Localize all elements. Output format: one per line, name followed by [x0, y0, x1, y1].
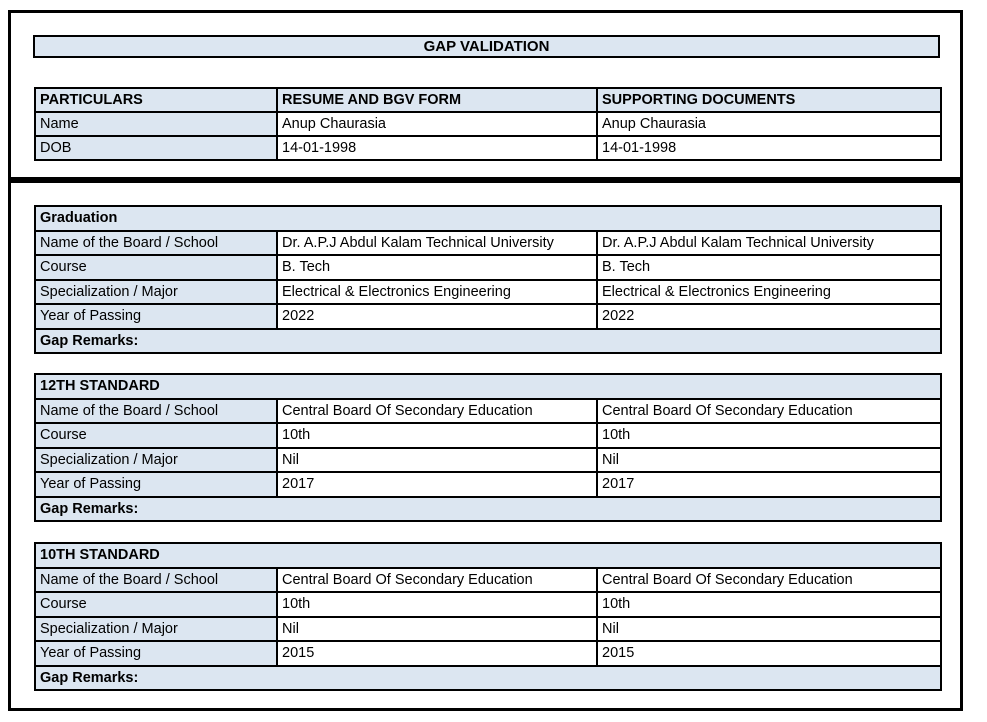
- supporting-value-cell: B. Tech: [595, 254, 943, 281]
- row-label-cell: Year of Passing: [34, 640, 278, 667]
- supporting-value-cell: 2015: [595, 640, 943, 667]
- resume-value-cell: Anup Chaurasia: [276, 111, 598, 137]
- education-table-10th-standard: 10TH STANDARD Name of the Board / School…: [33, 542, 943, 691]
- year-of-passing-row: Year of Passing 2022 2022: [34, 303, 943, 330]
- gap-remarks-row: Gap Remarks:: [33, 495, 943, 522]
- row-label-cell: Course: [34, 254, 278, 281]
- section-header-row: Graduation: [33, 205, 943, 232]
- resume-value-cell: 14-01-1998: [276, 135, 598, 161]
- resume-value-cell: Electrical & Electronics Engineering: [276, 278, 598, 305]
- resume-value-cell: 2015: [276, 640, 598, 667]
- resume-value-cell: Central Board Of Secondary Education: [276, 397, 598, 424]
- supporting-value-cell: 2022: [595, 303, 943, 330]
- resume-value-cell: 10th: [276, 591, 598, 618]
- specialization-row: Specialization / Major Nil Nil: [34, 615, 943, 642]
- section-title-cell: Graduation: [33, 205, 943, 232]
- year-of-passing-row: Year of Passing 2017 2017: [34, 471, 943, 498]
- resume-value-cell: Central Board Of Secondary Education: [276, 566, 598, 593]
- particulars-table: PARTICULARS RESUME AND BGV FORM SUPPORTI…: [34, 87, 942, 161]
- resume-value-cell: Nil: [276, 615, 598, 642]
- section-title-cell: 12TH STANDARD: [33, 373, 943, 400]
- year-of-passing-row: Year of Passing 2015 2015: [34, 640, 943, 667]
- row-label-cell: Specialization / Major: [34, 446, 278, 473]
- row-label-cell: Name of the Board / School: [34, 566, 278, 593]
- supporting-value-cell: Nil: [595, 446, 943, 473]
- education-table-12th-standard: 12TH STANDARD Name of the Board / School…: [33, 373, 943, 522]
- education-table-graduation: Graduation Name of the Board / School Dr…: [33, 205, 943, 354]
- section-header-row: 12TH STANDARD: [33, 373, 943, 400]
- supporting-value-cell: Central Board Of Secondary Education: [595, 397, 943, 424]
- gap-remarks-cell: Gap Remarks:: [33, 664, 943, 691]
- section-divider: [8, 177, 963, 183]
- gap-remarks-row: Gap Remarks:: [33, 327, 943, 354]
- supporting-value-cell: Central Board Of Secondary Education: [595, 566, 943, 593]
- board-school-row: Name of the Board / School Central Board…: [34, 566, 943, 593]
- resume-value-cell: 2022: [276, 303, 598, 330]
- supporting-value-cell: Electrical & Electronics Engineering: [595, 278, 943, 305]
- supporting-value-cell: 14-01-1998: [596, 135, 942, 161]
- resume-value-cell: Dr. A.P.J Abdul Kalam Technical Universi…: [276, 229, 598, 256]
- supporting-value-cell: Dr. A.P.J Abdul Kalam Technical Universi…: [595, 229, 943, 256]
- gap-remarks-cell: Gap Remarks:: [33, 495, 943, 522]
- row-label-cell: Name: [34, 111, 278, 137]
- resume-value-cell: 10th: [276, 422, 598, 449]
- row-label-cell: Course: [34, 591, 278, 618]
- document-outer-frame: [8, 10, 963, 711]
- row-label-cell: Name of the Board / School: [34, 397, 278, 424]
- row-label-cell: Specialization / Major: [34, 615, 278, 642]
- row-label-cell: Name of the Board / School: [34, 229, 278, 256]
- supporting-value-cell: Nil: [595, 615, 943, 642]
- particulars-header-cell: PARTICULARS: [34, 87, 278, 113]
- board-school-row: Name of the Board / School Dr. A.P.J Abd…: [34, 229, 943, 256]
- supporting-value-cell: 10th: [595, 591, 943, 618]
- supporting-docs-header-cell: SUPPORTING DOCUMENTS: [596, 87, 942, 113]
- course-row: Course B. Tech B. Tech: [34, 254, 943, 281]
- page-title: GAP VALIDATION: [33, 35, 940, 58]
- row-label-cell: Course: [34, 422, 278, 449]
- course-row: Course 10th 10th: [34, 591, 943, 618]
- section-header-row: 10TH STANDARD: [33, 542, 943, 569]
- board-school-row: Name of the Board / School Central Board…: [34, 397, 943, 424]
- name-row: Name Anup Chaurasia Anup Chaurasia: [34, 111, 942, 137]
- section-title-cell: 10TH STANDARD: [33, 542, 943, 569]
- gap-remarks-cell: Gap Remarks:: [33, 327, 943, 354]
- row-label-cell: Year of Passing: [34, 303, 278, 330]
- row-label-cell: Specialization / Major: [34, 278, 278, 305]
- particulars-header-row: PARTICULARS RESUME AND BGV FORM SUPPORTI…: [34, 87, 942, 113]
- row-label-cell: Year of Passing: [34, 471, 278, 498]
- gap-remarks-row: Gap Remarks:: [33, 664, 943, 691]
- resume-value-cell: 2017: [276, 471, 598, 498]
- specialization-row: Specialization / Major Electrical & Elec…: [34, 278, 943, 305]
- course-row: Course 10th 10th: [34, 422, 943, 449]
- resume-value-cell: Nil: [276, 446, 598, 473]
- resume-bgv-header-cell: RESUME AND BGV FORM: [276, 87, 598, 113]
- resume-value-cell: B. Tech: [276, 254, 598, 281]
- dob-row: DOB 14-01-1998 14-01-1998: [34, 135, 942, 161]
- row-label-cell: DOB: [34, 135, 278, 161]
- specialization-row: Specialization / Major Nil Nil: [34, 446, 943, 473]
- supporting-value-cell: 10th: [595, 422, 943, 449]
- supporting-value-cell: Anup Chaurasia: [596, 111, 942, 137]
- supporting-value-cell: 2017: [595, 471, 943, 498]
